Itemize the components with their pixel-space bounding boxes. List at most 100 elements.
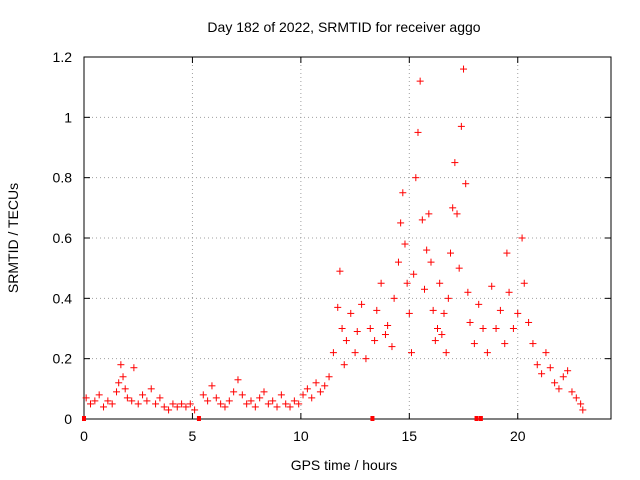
data-point — [555, 385, 563, 393]
data-point — [388, 343, 396, 351]
data-point — [460, 65, 468, 73]
data-point — [269, 397, 277, 405]
data-point — [447, 249, 455, 257]
data-point — [427, 258, 435, 266]
data-point — [423, 246, 431, 254]
data-point — [449, 204, 457, 212]
data-point — [351, 349, 359, 357]
data-point — [251, 403, 259, 411]
data-point — [434, 325, 442, 332]
data-point — [492, 325, 500, 332]
y-tick-label: 0 — [64, 411, 72, 427]
data-point — [342, 337, 350, 345]
data-point — [457, 122, 465, 130]
data-point — [525, 318, 533, 326]
data-point — [321, 382, 329, 390]
data-point — [299, 391, 307, 399]
data-point — [264, 400, 272, 408]
data-point — [384, 321, 392, 329]
data-point — [165, 406, 173, 414]
data-point — [358, 300, 366, 308]
data-point — [273, 403, 281, 411]
data-point — [533, 361, 541, 369]
data-point — [336, 267, 344, 275]
data-point — [559, 373, 567, 381]
data-point — [282, 400, 290, 408]
data-point — [152, 400, 160, 408]
y-tick-label: 0.4 — [53, 290, 73, 306]
data-point-zero — [474, 416, 479, 421]
data-point — [466, 318, 474, 326]
data-point — [230, 388, 238, 396]
data-point — [115, 379, 123, 387]
x-tick-label: 5 — [189, 428, 197, 444]
data-point-zero — [478, 416, 483, 421]
data-point — [173, 403, 181, 411]
data-point — [208, 382, 216, 390]
x-tick-label: 15 — [402, 428, 418, 444]
data-point — [123, 394, 131, 402]
data-point — [308, 394, 316, 402]
data-point — [143, 397, 151, 405]
data-points — [82, 65, 587, 421]
data-point — [108, 400, 116, 408]
data-point — [546, 364, 554, 372]
data-point — [442, 349, 450, 357]
data-point — [221, 403, 229, 411]
data-point-zero — [370, 416, 375, 421]
data-point — [366, 325, 374, 332]
data-point — [410, 270, 418, 278]
data-point — [401, 240, 409, 248]
data-point — [390, 294, 398, 302]
data-point — [377, 279, 385, 287]
data-point — [371, 337, 379, 345]
data-point — [212, 394, 220, 402]
data-point — [444, 294, 452, 302]
data-point — [91, 397, 99, 405]
data-point — [134, 400, 142, 408]
y-tick-label: 0.8 — [53, 170, 73, 186]
data-point — [277, 391, 285, 399]
data-point — [538, 370, 546, 378]
data-point — [462, 180, 470, 188]
data-point — [572, 394, 580, 402]
data-point — [551, 379, 559, 387]
data-point — [425, 210, 433, 218]
data-point — [362, 355, 370, 363]
data-point — [496, 306, 504, 314]
data-point — [381, 331, 389, 339]
data-point — [470, 340, 478, 348]
data-point — [505, 288, 513, 296]
data-point — [438, 331, 446, 339]
data-point — [139, 391, 147, 399]
y-tick-label: 0.2 — [53, 351, 73, 367]
data-point — [488, 282, 496, 290]
data-point — [399, 189, 407, 197]
data-point — [100, 403, 108, 411]
data-point — [509, 325, 517, 332]
data-point — [160, 403, 168, 411]
x-tick-label: 10 — [293, 428, 309, 444]
data-point — [414, 128, 422, 136]
data-point — [178, 400, 186, 408]
data-point — [147, 385, 155, 393]
data-point — [501, 340, 509, 348]
data-point — [577, 400, 585, 408]
axis-ticks — [83, 56, 611, 420]
data-point — [247, 397, 255, 405]
data-point — [347, 309, 355, 317]
y-tick-label: 0.6 — [53, 230, 73, 246]
data-point-zero — [82, 416, 86, 421]
data-point — [95, 391, 103, 399]
data-point — [420, 285, 428, 293]
data-point — [518, 234, 526, 242]
data-point — [338, 325, 346, 332]
data-point — [199, 391, 207, 399]
data-point — [373, 306, 381, 314]
data-point — [407, 349, 415, 357]
data-point — [182, 403, 190, 411]
y-axis-label: SRMTID / TECUs — [5, 183, 21, 293]
data-point — [290, 397, 298, 405]
x-tick-label: 0 — [80, 428, 88, 444]
